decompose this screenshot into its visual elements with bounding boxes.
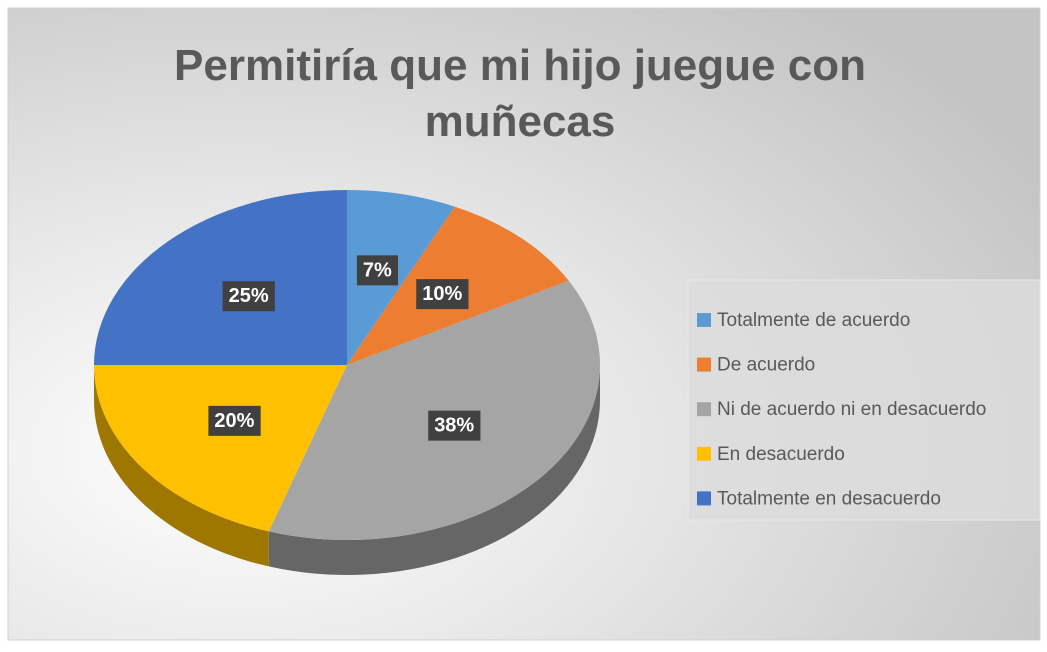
data-label: 25% <box>229 285 269 307</box>
legend-label: Totalmente de acuerdo <box>717 310 910 331</box>
data-label: 38% <box>434 415 474 437</box>
legend-swatch <box>697 402 711 417</box>
data-label-box <box>222 281 275 312</box>
data-label-box <box>428 410 481 441</box>
legend-label: Totalmente en desacuerdo <box>717 488 941 509</box>
data-label: 10% <box>422 283 462 305</box>
legend-swatch <box>697 446 711 461</box>
slice-side <box>268 365 600 575</box>
slice-side <box>94 365 269 567</box>
legend-swatch <box>697 357 711 372</box>
legend-swatch <box>697 491 711 506</box>
slice <box>94 365 347 532</box>
slice <box>347 190 455 365</box>
slice <box>268 280 600 540</box>
slice <box>94 190 347 365</box>
chart-title: Permitiría que mi hijo juegue con muñeca… <box>174 41 866 146</box>
legend-swatch <box>697 313 711 327</box>
legend-label: De acuerdo <box>717 355 815 376</box>
data-label-box <box>208 405 261 436</box>
legend-label: En desacuerdo <box>717 444 845 465</box>
legend-box <box>687 279 1041 521</box>
data-label-box <box>356 255 399 286</box>
data-label: 7% <box>363 259 392 281</box>
data-label-box <box>416 279 469 310</box>
legend-label: Ni de acuerdo ni en desacuerdo <box>717 399 986 420</box>
data-label: 20% <box>214 410 254 432</box>
